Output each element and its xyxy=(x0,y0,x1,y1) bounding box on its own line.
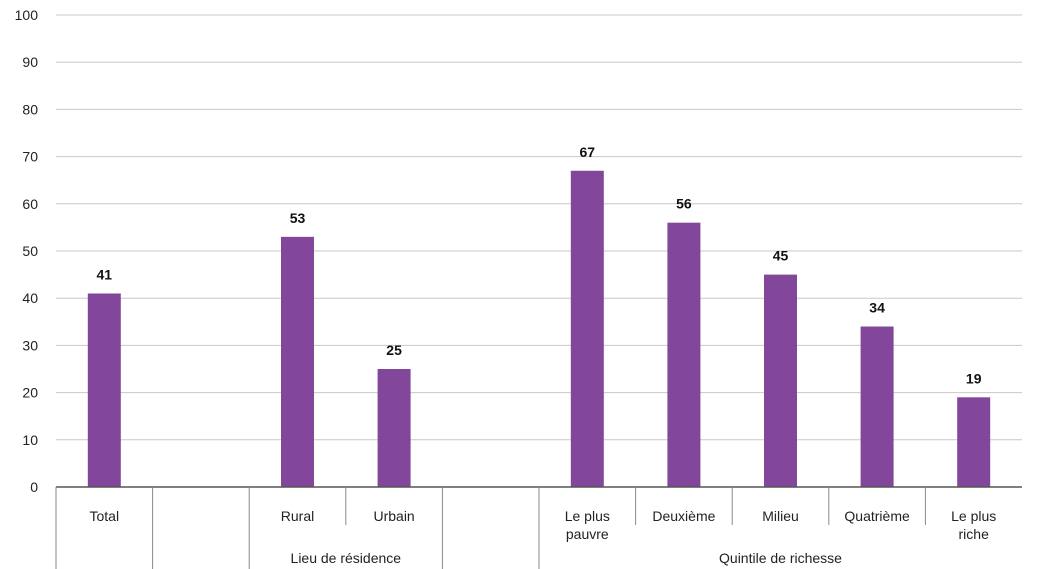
y-tick-label: 90 xyxy=(22,54,38,70)
y-tick-label: 10 xyxy=(22,432,38,448)
category-label: Rural xyxy=(281,508,314,524)
data-label: 34 xyxy=(869,300,885,316)
category-label: pauvre xyxy=(566,526,609,542)
y-tick-label: 0 xyxy=(30,479,38,495)
data-label: 25 xyxy=(386,342,402,358)
bars: 41 53 25 67 56 45 34 19 xyxy=(87,144,991,487)
y-tick-label: 80 xyxy=(22,101,38,117)
y-tick-label: 40 xyxy=(22,290,38,306)
y-tick-label: 20 xyxy=(22,385,38,401)
y-tick-label: 30 xyxy=(22,337,38,353)
gridlines xyxy=(56,14,1022,488)
bar xyxy=(764,274,797,487)
category-label: Milieu xyxy=(762,508,799,524)
y-tick-label: 50 xyxy=(22,243,38,259)
y-axis: 0 10 20 30 40 50 60 70 80 90 100 xyxy=(15,7,39,495)
data-label: 45 xyxy=(773,248,789,264)
category-label: riche xyxy=(959,526,990,542)
data-label: 56 xyxy=(676,196,692,212)
bar xyxy=(860,326,894,487)
y-tick-label: 100 xyxy=(15,7,39,23)
group-label: Quintile de richesse xyxy=(719,550,842,566)
y-tick-label: 60 xyxy=(22,196,38,212)
bar xyxy=(667,222,701,487)
bar xyxy=(957,397,991,487)
category-label: Quatrième xyxy=(844,508,910,524)
category-label: Total xyxy=(90,508,120,524)
data-label: 19 xyxy=(966,370,982,386)
bar xyxy=(570,170,604,487)
data-label: 67 xyxy=(580,144,596,160)
category-label: Urbain xyxy=(373,508,414,524)
bar xyxy=(87,293,121,487)
x-axis: Total Rural Urbain Le plus pauvre Deuxième Mil… xyxy=(55,486,1022,569)
group-label: Lieu de résidence xyxy=(291,550,402,566)
y-tick-label: 70 xyxy=(22,149,38,165)
data-label: 41 xyxy=(97,266,113,282)
bar xyxy=(377,369,411,487)
category-label: Le plus xyxy=(565,508,610,524)
category-label: Deuxième xyxy=(652,508,715,524)
data-label: 53 xyxy=(290,210,306,226)
category-label: Le plus xyxy=(951,508,996,524)
bar xyxy=(281,236,314,487)
